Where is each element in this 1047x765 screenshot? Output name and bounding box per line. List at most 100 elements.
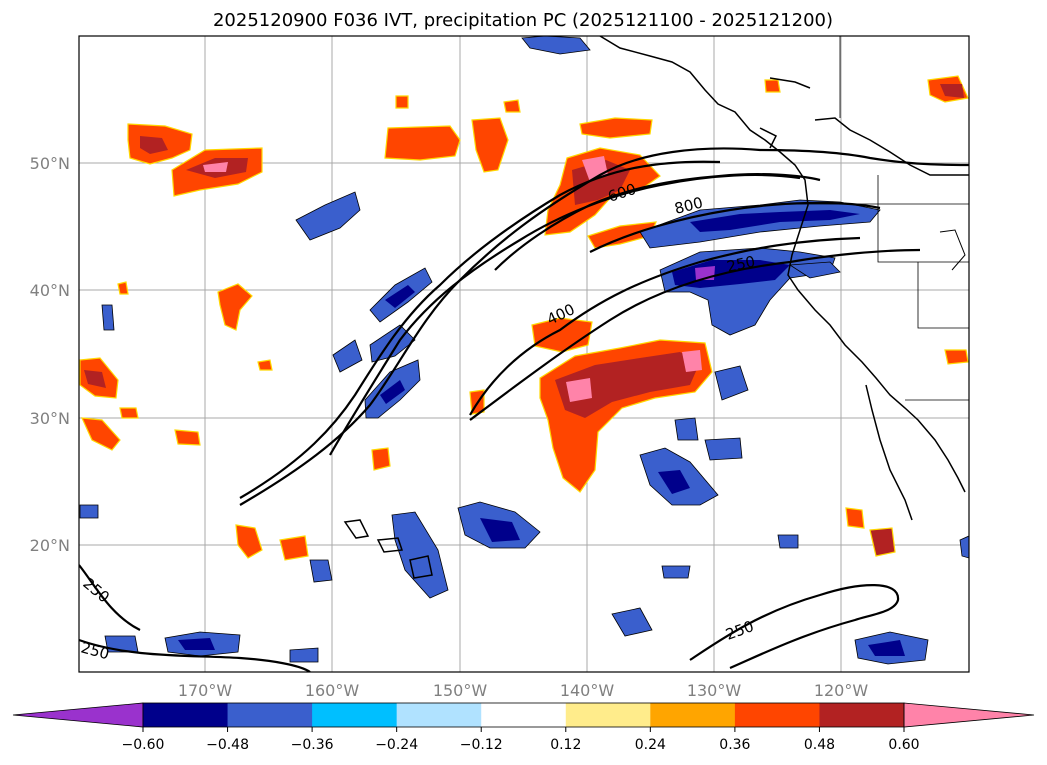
precip-patch — [690, 210, 860, 232]
longitude-labels: 170°W 160°W 150°W 140°W 130°W 120°W — [178, 681, 869, 700]
precip-patch — [869, 527, 896, 557]
precip-patch — [332, 339, 363, 373]
colorbar-ticks: −0.60 −0.48 −0.36 −0.24 −0.12 0.12 0.24 0.36 0.4… — [122, 727, 920, 753]
precip-patch — [682, 350, 702, 372]
precip-patch — [279, 535, 309, 561]
precip-patch — [309, 559, 333, 583]
precip-patch — [845, 507, 865, 529]
precip-patch — [79, 504, 99, 519]
precip-patch — [582, 156, 608, 182]
ivt-contour-600 — [494, 173, 821, 271]
colorbar-segment — [650, 703, 736, 727]
colorbar-segment — [734, 703, 820, 727]
precip-patch — [714, 365, 749, 401]
precip-patch — [944, 349, 969, 365]
colorbar-segment — [819, 703, 905, 727]
precip-patch — [674, 417, 699, 441]
precip-patch — [764, 79, 781, 93]
negative-anomaly-patches — [79, 36, 969, 665]
ivt-contour-250-inner — [239, 160, 721, 499]
colorbar-segment — [312, 703, 398, 727]
precip-patch — [480, 518, 520, 542]
precip-patch — [868, 640, 905, 656]
precip-patch — [217, 283, 253, 331]
precip-patch — [391, 511, 449, 599]
lon-label: 130°W — [687, 681, 742, 700]
coastline-baja — [865, 384, 913, 521]
latitude-labels: 50°N 40°N 30°N 20°N — [30, 154, 70, 555]
colorbar-segment — [565, 703, 651, 727]
colorbar-segment — [227, 703, 313, 727]
island-coast — [759, 127, 778, 149]
colorbar-over-arrow — [903, 702, 1035, 728]
precip-patch — [117, 281, 129, 295]
lon-label: 120°W — [814, 681, 869, 700]
precip-patch — [531, 317, 593, 353]
ivt-contour-400-south — [469, 236, 861, 416]
ivt-contour-250-se — [689, 584, 900, 670]
colorbar-tick-label: −0.60 — [122, 737, 165, 753]
colorbar-tick-label: 0.12 — [550, 737, 581, 753]
precip-patch — [658, 470, 690, 494]
lat-label: 20°N — [30, 536, 70, 555]
colorbar-tick-label: −0.48 — [206, 737, 249, 753]
colorbar-segments — [143, 703, 905, 727]
precip-patch — [661, 565, 691, 579]
precip-patch — [384, 125, 461, 161]
precip-patch — [81, 417, 121, 451]
colorbar-frame — [142, 702, 905, 728]
precip-patch — [959, 535, 969, 559]
lat-label: 50°N — [30, 154, 70, 173]
ivt-contour-250-north — [239, 147, 969, 506]
colorbar-tick-label: 0.60 — [888, 737, 919, 753]
precip-patch — [380, 380, 405, 404]
island-hawaii — [376, 537, 404, 553]
precip-patch — [566, 378, 592, 402]
precip-patch — [295, 191, 361, 241]
colorbar-tick-label: 0.36 — [719, 737, 750, 753]
ivt-contour-250-south — [469, 248, 921, 421]
precip-patch — [174, 429, 201, 446]
border-state — [917, 262, 969, 329]
figure-title: 2025120900 F036 IVT, precipitation PC (2… — [213, 10, 833, 31]
colorbar-tick-label: −0.12 — [460, 737, 503, 753]
precip-patch — [777, 534, 799, 549]
precip-patch — [257, 359, 273, 371]
colorbar-tick-label: −0.24 — [375, 737, 418, 753]
map-frame — [78, 35, 970, 673]
colorbar-tick-label: 0.48 — [804, 737, 835, 753]
ivt-contour-800 — [589, 201, 881, 253]
precip-patch — [119, 407, 139, 419]
precip-patch — [579, 117, 653, 139]
island-coast — [769, 77, 811, 89]
island-hawaii — [343, 519, 370, 539]
precip-patch — [704, 437, 743, 461]
colorbar-segment — [481, 703, 567, 727]
coastline-bc — [814, 117, 969, 176]
colorbar: −0.60 −0.48 −0.36 −0.24 −0.12 0.12 0.24 0.36 0.4… — [12, 702, 1035, 753]
precip-patch — [471, 117, 509, 173]
precip-patch — [140, 136, 168, 154]
island-hawaii — [409, 555, 433, 579]
precip-patch — [235, 524, 263, 559]
ivt-contours — [79, 147, 969, 672]
precip-patch — [521, 36, 591, 55]
ivt-contour-250-sw2 — [79, 638, 311, 672]
precip-patch — [395, 95, 409, 109]
colorbar-tick-label: 0.24 — [635, 737, 666, 753]
colorbar-under-arrow — [12, 702, 144, 728]
contour-label: 250 — [725, 252, 757, 276]
map-background — [79, 36, 969, 672]
border-state — [877, 175, 969, 263]
colorbar-segment — [143, 703, 229, 727]
lake-coast — [939, 229, 966, 271]
lon-label: 160°W — [305, 681, 360, 700]
precip-patch — [84, 370, 106, 388]
lat-label: 30°N — [30, 409, 70, 428]
precip-patch — [178, 638, 215, 650]
precip-patch — [555, 352, 700, 418]
lon-label: 170°W — [178, 681, 233, 700]
precip-patch — [289, 647, 319, 663]
precip-patch — [503, 99, 521, 113]
precip-patch — [385, 285, 415, 308]
